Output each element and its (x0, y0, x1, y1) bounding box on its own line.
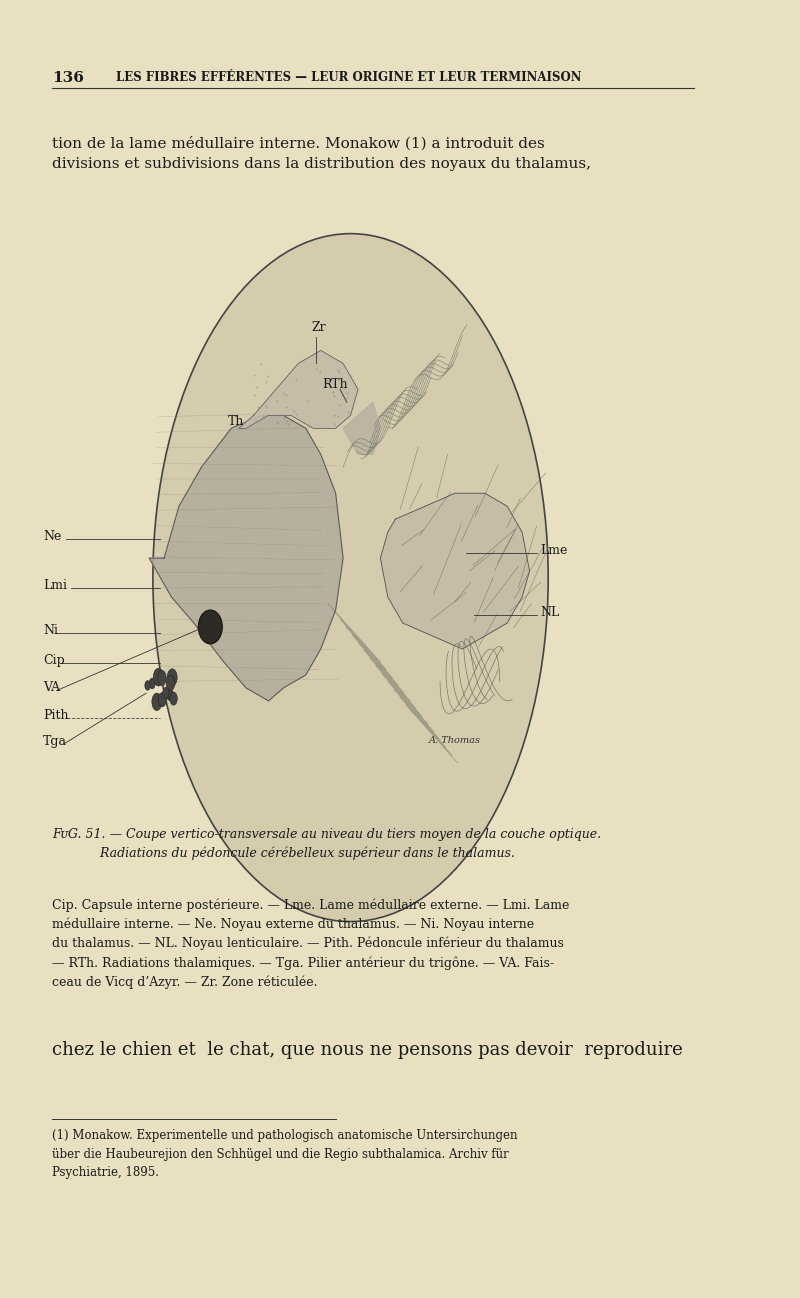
Circle shape (152, 693, 162, 710)
Circle shape (166, 689, 174, 701)
Circle shape (170, 692, 178, 705)
Text: FᴜG. 51. — Coupe vertico-transversale au niveau du tiers moyen de la couche opti: FᴜG. 51. — Coupe vertico-transversale au… (52, 828, 602, 859)
Polygon shape (343, 402, 380, 454)
Text: (1) Monakow. Experimentelle und pathologisch anatomische Untersirchungen
über di: (1) Monakow. Experimentelle und patholog… (52, 1129, 518, 1180)
Text: Lmi: Lmi (43, 579, 67, 592)
Text: NL: NL (541, 606, 560, 619)
Circle shape (153, 234, 548, 922)
Polygon shape (380, 493, 530, 649)
Circle shape (154, 668, 163, 687)
Circle shape (167, 689, 173, 698)
Polygon shape (149, 415, 343, 701)
Text: Cip: Cip (43, 654, 65, 667)
Text: VA: VA (43, 681, 60, 694)
Text: tion de la lame médullaire interne. Monakow (1) a introduit des
divisions et sub: tion de la lame médullaire interne. Mona… (52, 136, 591, 171)
Text: Lme: Lme (541, 544, 568, 557)
Circle shape (145, 680, 150, 691)
Circle shape (158, 670, 166, 685)
Text: Ni: Ni (43, 624, 58, 637)
Text: Pith: Pith (43, 709, 69, 722)
Circle shape (158, 693, 166, 707)
Circle shape (166, 675, 175, 691)
Text: A. Thomas: A. Thomas (429, 736, 481, 745)
Text: chez le chien et  le chat, que nous ne pensons pas devoir  reproduire: chez le chien et le chat, que nous ne pe… (52, 1041, 683, 1059)
Text: LES FIBRES EFFÉRENTES — LEUR ORIGINE ET LEUR TERMINAISON: LES FIBRES EFFÉRENTES — LEUR ORIGINE ET … (116, 71, 581, 84)
Text: RTh: RTh (322, 378, 348, 391)
Text: 136: 136 (52, 71, 84, 86)
Text: Zr: Zr (312, 321, 326, 334)
Circle shape (167, 668, 177, 687)
Polygon shape (238, 350, 358, 428)
Text: Th: Th (227, 415, 244, 428)
Circle shape (149, 678, 155, 689)
Text: Cip. Capsule interne postérieure. — Lme. Lame médullaire externe. — Lmi. Lame
mé: Cip. Capsule interne postérieure. — Lme.… (52, 898, 570, 989)
Text: Tga: Tga (43, 735, 67, 748)
Circle shape (162, 688, 169, 698)
Text: Ne: Ne (43, 530, 62, 543)
Ellipse shape (198, 610, 222, 644)
